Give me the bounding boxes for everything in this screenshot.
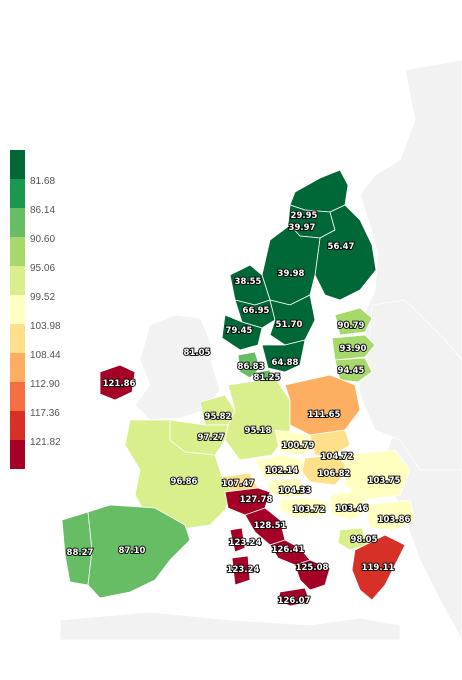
region-north-sweden: [261, 224, 321, 306]
region-value-label: 56.47: [328, 242, 355, 252]
region-slovakia: [309, 429, 351, 459]
region-south-norway: [221, 314, 263, 351]
region-czechia: [274, 429, 316, 456]
region-value-label: 90.79: [338, 321, 365, 331]
color-legend: 81.68 86.14 90.60 95.06 99.52 103.98 108…: [10, 150, 90, 480]
legend-swatch: [10, 237, 25, 266]
legend-label: 90.60: [30, 234, 56, 245]
region-poland: [284, 374, 361, 436]
legend-swatch: [10, 266, 25, 295]
region-value-label: 97.27: [198, 433, 225, 443]
region-value-label: 100.79: [282, 441, 315, 451]
region-value-label: 96.86: [171, 477, 198, 487]
region-value-label: 86.83: [238, 362, 265, 372]
region-value-label: 119.11: [362, 563, 395, 573]
legend-label: 103.98: [30, 321, 61, 332]
legend-swatch: [10, 208, 25, 237]
region-value-label: 94.45: [338, 366, 365, 376]
region-value-label: 123.24: [227, 565, 260, 575]
region-calabria: [294, 559, 331, 591]
region-value-label: 103.86: [378, 515, 411, 525]
region-value-label: 102.14: [266, 466, 299, 476]
region-slovenia: [267, 477, 306, 499]
legend-swatch: [10, 411, 25, 440]
legend-label: 121.82: [30, 437, 61, 448]
legend-label: 95.06: [30, 263, 56, 274]
region-value-label: 39.97: [289, 223, 316, 233]
region-value-label: 38.55: [235, 277, 262, 287]
region-value-label: 81.25: [254, 373, 281, 383]
region-spain: [87, 504, 191, 599]
region-value-label: 95.82: [205, 412, 232, 422]
region-value-label: 123.24: [229, 538, 262, 548]
region-value-label: 98.05: [351, 535, 378, 545]
region-value-label: 81.05: [184, 348, 211, 358]
region-value-label: 106.82: [318, 469, 351, 479]
region-sardinia: [231, 555, 251, 586]
legend-swatch: [10, 179, 25, 208]
region-value-label: 95.18: [245, 426, 272, 436]
legend-swatch: [10, 353, 25, 382]
legend-swatch: [10, 150, 25, 179]
region-croatia: [279, 497, 331, 519]
region-value-label: 125.08: [296, 563, 329, 573]
region-corsica: [229, 527, 246, 553]
region-value-label: 39.98: [278, 269, 305, 279]
region-value-label: 103.75: [368, 476, 401, 486]
region-value-label: 103.72: [293, 505, 326, 515]
legend-label: 86.14: [30, 205, 56, 216]
region-value-label: 126.41: [272, 545, 305, 555]
region-estonia: [334, 307, 373, 336]
region-value-label: 87.10: [119, 546, 146, 556]
region-serbia: [329, 489, 369, 521]
region-romania: [344, 449, 411, 501]
region-value-label: 64.88: [272, 358, 299, 368]
legend-label: 117.36: [30, 408, 60, 419]
region-east-finland: [314, 204, 377, 301]
legend-swatch: [10, 295, 25, 324]
region-value-label: 126.07: [278, 596, 311, 606]
region-value-label: 29.95: [291, 211, 318, 221]
region-value-label: 79.45: [226, 326, 253, 336]
region-ireland: [99, 364, 136, 401]
region-value-label: 66.95: [243, 306, 270, 316]
region-gotaland: [261, 339, 306, 373]
region-value-label: 51.70: [276, 320, 303, 330]
region-value-label: 127.78: [240, 495, 273, 505]
region-value-label: 128.51: [254, 521, 287, 531]
region-value-label: 121.86: [103, 379, 136, 389]
region-value-label: 103.46: [336, 504, 369, 514]
context-land-north-africa: [59, 611, 401, 641]
region-value-label: 93.90: [340, 344, 367, 354]
region-value-label: 104.33: [279, 486, 312, 496]
legend-swatch: [10, 440, 25, 469]
region-value-label: 88.27: [67, 548, 94, 558]
region-denmark: [237, 351, 261, 379]
region-bulgaria: [364, 499, 416, 531]
region-lapland: [289, 169, 349, 213]
region-north-macedonia: [337, 527, 369, 551]
legend-label: 99.52: [30, 292, 56, 303]
legend-swatch: [10, 382, 25, 411]
region-value-label: 107.47: [222, 479, 255, 489]
legend-label: 112.90: [30, 379, 60, 390]
region-greece: [351, 534, 406, 601]
legend-label: 108.44: [30, 350, 61, 361]
legend-label: 81.68: [30, 176, 56, 187]
region-france: [124, 419, 233, 531]
region-sicily: [277, 587, 311, 607]
region-lithuania: [334, 357, 373, 383]
region-value-label: 104.72: [321, 452, 354, 462]
region-latvia: [331, 334, 376, 361]
region-hungary: [301, 454, 351, 486]
region-germany: [224, 377, 291, 461]
context-land: [59, 59, 462, 641]
region-value-label: 111.65: [308, 410, 341, 420]
legend-swatch: [10, 324, 25, 353]
